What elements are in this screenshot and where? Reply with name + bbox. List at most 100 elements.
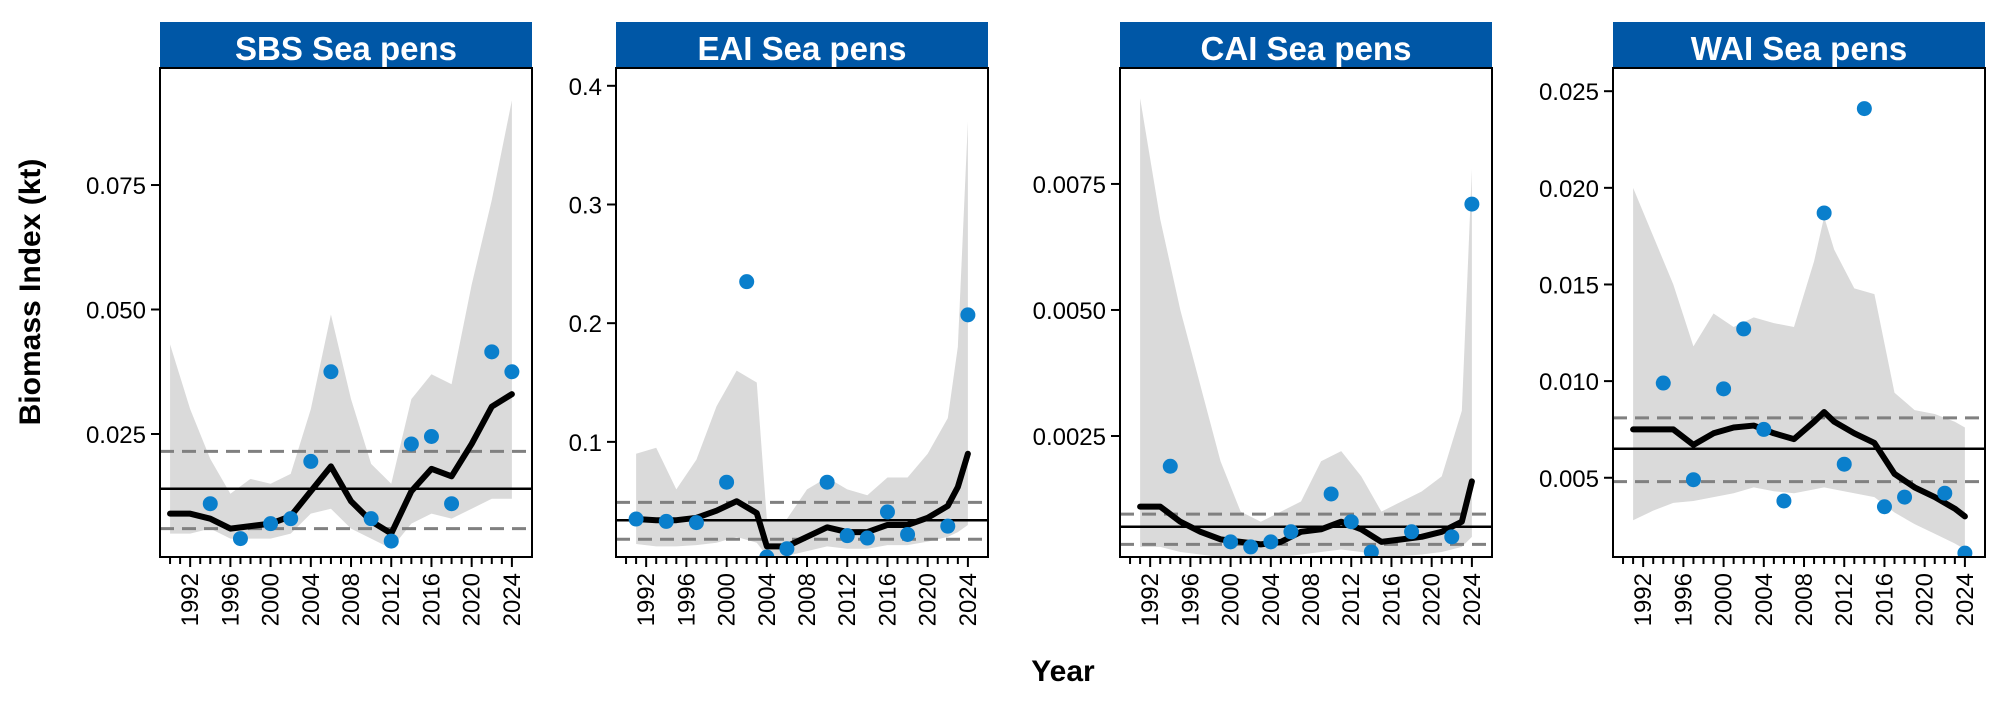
y-tick-label: 0.0025 — [1033, 424, 1106, 451]
x-tick-label: 2000 — [1218, 573, 1245, 626]
data-point — [1243, 539, 1259, 555]
x-tick-label: 2008 — [1298, 573, 1325, 626]
x-tick-label: 2012 — [378, 573, 405, 626]
data-point — [1756, 421, 1772, 437]
strip-header — [160, 22, 532, 68]
x-tick-label: 1992 — [177, 573, 204, 626]
data-point — [1685, 472, 1701, 488]
data-point — [1162, 458, 1178, 474]
x-tick-label: 2004 — [754, 573, 781, 626]
data-point — [1716, 381, 1732, 397]
panels-group: SBS Sea pens 1992 1996 2000 2004 2008 2012 2016… — [86, 22, 1986, 626]
strip-header — [1120, 22, 1492, 68]
data-point — [779, 541, 795, 557]
x-tick-label: 2016 — [874, 573, 901, 626]
data-point — [940, 518, 956, 534]
data-point — [1957, 545, 1973, 557]
y-tick-label: 0.015 — [1539, 272, 1599, 299]
data-point — [444, 496, 460, 512]
x-tick-label: 2016 — [418, 573, 445, 626]
y-tick-label: 0.2 — [569, 311, 602, 338]
y-tick-label: 0.0075 — [1033, 172, 1106, 199]
x-tick-label: 2004 — [1258, 573, 1285, 626]
data-point — [323, 364, 339, 380]
panel-frame — [615, 67, 989, 558]
x-tick-label: 2004 — [298, 573, 325, 626]
x-tick-label: 2004 — [1751, 573, 1778, 626]
x-tick-label: 2020 — [915, 573, 942, 626]
data-point — [658, 513, 674, 529]
data-point — [504, 364, 520, 380]
confidence-band — [1140, 98, 1472, 557]
panel-2: CAI Sea pens 1992 1996 2000 2004 2008 2012 2016… — [1033, 22, 1493, 626]
data-point — [363, 511, 379, 527]
trend-line — [1137, 478, 1475, 548]
data-point — [403, 436, 419, 452]
data-point — [1876, 499, 1892, 515]
data-point — [383, 533, 399, 549]
data-point — [303, 453, 319, 469]
panel-plot-area — [160, 100, 532, 549]
data-point — [1283, 524, 1299, 540]
data-point — [859, 530, 875, 546]
x-tick-label: 2024 — [955, 573, 982, 626]
x-tick-label: 2020 — [459, 573, 486, 626]
x-tick-label: 2000 — [258, 573, 285, 626]
x-tick-label: 1996 — [1670, 573, 1697, 626]
panel-plot-area — [1613, 101, 1985, 557]
data-point — [283, 511, 299, 527]
y-tick-label: 0.025 — [1539, 79, 1599, 106]
panel-0: SBS Sea pens 1992 1996 2000 2004 2008 2012 2016… — [86, 22, 533, 626]
x-tick-label: 1996 — [673, 573, 700, 626]
trend-line — [1630, 409, 1968, 520]
data-point — [1404, 524, 1420, 540]
panel-title: EAI Sea pens — [697, 30, 906, 67]
x-tick-label: 2012 — [1831, 573, 1858, 626]
x-tick-label: 1992 — [1630, 573, 1657, 626]
data-point — [1223, 534, 1239, 550]
data-point — [423, 428, 439, 444]
data-point — [819, 474, 835, 490]
x-tick-label: 2024 — [499, 573, 526, 626]
y-tick-label: 0.010 — [1539, 369, 1599, 396]
y-axis-title: Biomass Index (kt) — [14, 159, 47, 426]
panel-frame — [1612, 67, 1986, 558]
y-tick-label: 0.4 — [569, 74, 602, 101]
data-point — [1343, 514, 1359, 530]
data-point — [879, 504, 895, 520]
x-tick-label: 2012 — [1338, 573, 1365, 626]
data-point — [202, 496, 218, 512]
data-point — [900, 526, 916, 542]
x-tick-label: 2008 — [338, 573, 365, 626]
x-tick-label: 2000 — [1711, 573, 1738, 626]
y-tick-label: 0.025 — [86, 422, 146, 449]
x-tick-label: 2020 — [1419, 573, 1446, 626]
data-point — [1363, 544, 1379, 557]
x-axis-title: Year — [1031, 655, 1095, 688]
x-tick-label: 2000 — [714, 573, 741, 626]
x-tick-label: 1996 — [217, 573, 244, 626]
panel-plot-area — [616, 121, 988, 557]
y-tick-label: 0.005 — [1539, 466, 1599, 493]
x-tick-label: 2012 — [834, 573, 861, 626]
y-tick-label: 0.075 — [86, 173, 146, 200]
x-tick-label: 2024 — [1952, 573, 1979, 626]
data-point — [688, 515, 704, 531]
data-point — [1856, 101, 1872, 117]
x-tick-label: 2008 — [794, 573, 821, 626]
data-point — [1444, 529, 1460, 545]
data-point — [628, 511, 644, 527]
data-point — [1736, 321, 1752, 337]
data-point — [1323, 486, 1339, 502]
panel-frame — [159, 67, 533, 558]
data-point — [484, 344, 500, 360]
data-point — [1655, 375, 1671, 391]
y-tick-label: 0.3 — [569, 192, 602, 219]
strip-header — [1613, 22, 1985, 68]
data-point — [1836, 456, 1852, 472]
data-point — [1464, 196, 1480, 212]
panel-title: WAI Sea pens — [1691, 30, 1907, 67]
x-tick-label: 2020 — [1912, 573, 1939, 626]
x-tick-label: 2008 — [1791, 573, 1818, 626]
